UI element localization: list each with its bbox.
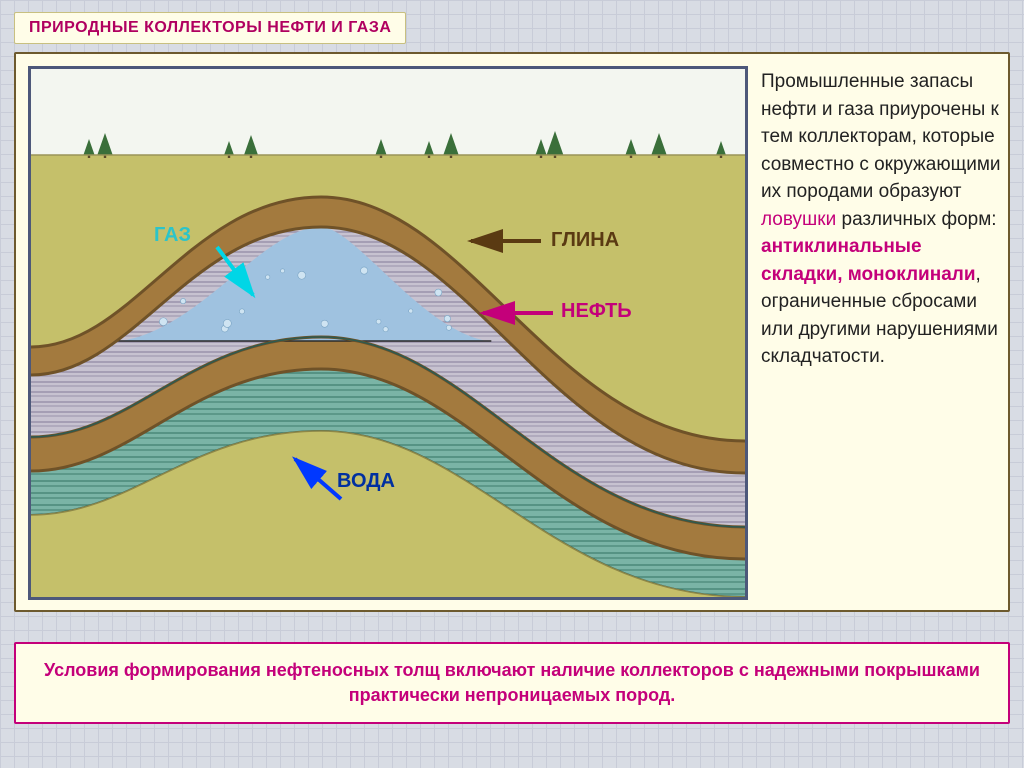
side-text: Промышленные запасы нефти и газа приуроч… — [761, 68, 1001, 371]
main-panel: ГАЗ ГЛИНА НЕФТЬ ВОДА Промышленные запасы не… — [14, 52, 1010, 612]
page-title: ПРИРОДНЫЕ КОЛЛЕКТОРЫ НЕФТИ И ГАЗА — [29, 19, 391, 36]
title-box: ПРИРОДНЫЕ КОЛЛЕКТОРЫ НЕФТИ И ГАЗА — [14, 12, 406, 44]
svg-text:ГАЗ: ГАЗ — [154, 224, 191, 246]
svg-text:ВОДА: ВОДА — [337, 470, 395, 492]
svg-text:НЕФТЬ: НЕФТЬ — [561, 300, 632, 322]
diagram-svg: ГАЗ ГЛИНА НЕФТЬ ВОДА — [31, 69, 745, 597]
geological-diagram: ГАЗ ГЛИНА НЕФТЬ ВОДА — [28, 66, 748, 600]
bottom-text: Условия формирования нефтеносных толщ вк… — [44, 660, 980, 705]
bottom-box: Условия формирования нефтеносных толщ вк… — [14, 642, 1010, 724]
svg-text:ГЛИНА: ГЛИНА — [551, 229, 619, 251]
